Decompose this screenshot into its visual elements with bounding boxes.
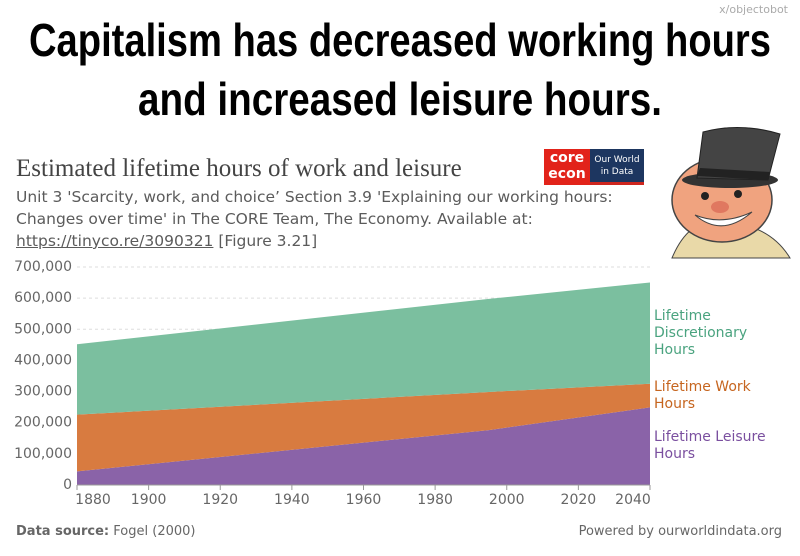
logo-text: econ	[548, 166, 585, 182]
subtitle-link[interactable]: https://tinyco.re/3090321	[16, 232, 214, 250]
logo-text: in Data	[601, 167, 634, 177]
y-tick-label: 500,000	[14, 321, 72, 337]
x-tick-label: 1980	[417, 492, 453, 508]
y-tick-label: 100,000	[14, 446, 72, 462]
series-label: Lifetime Work Hours	[654, 378, 751, 412]
y-tick-label: 700,000	[14, 259, 72, 275]
y-tick-label: 600,000	[14, 290, 72, 306]
footer-source: Data source: Fogel (2000)	[16, 524, 195, 539]
headline: Capitalism has decreased working hours	[29, 14, 771, 66]
y-tick-label: 200,000	[14, 415, 72, 431]
y-tick-label: 300,000	[14, 384, 72, 400]
series-label: Lifetime Discretionary Hours	[654, 307, 748, 358]
x-tick-label: 2000	[489, 492, 525, 508]
x-tick-label: 2020	[561, 492, 597, 508]
series-label: Lifetime Leisure Hours	[654, 429, 766, 463]
logo-text: core	[550, 150, 584, 166]
logo-text: Our World	[594, 155, 639, 165]
subtitle: Unit 3 'Scarcity, work, and choice’ Sect…	[16, 186, 646, 252]
x-tick-label: 1880	[75, 492, 111, 508]
headline: and increased leisure hours.	[138, 73, 662, 125]
subtitle-text: [Figure 3.21]	[218, 232, 318, 250]
area	[77, 282, 650, 415]
x-tick-label: 1940	[274, 492, 310, 508]
core-logo	[544, 149, 590, 185]
y-tick-label: 0	[63, 477, 72, 493]
x-tick-label: 1920	[202, 492, 238, 508]
x-tick-label: 1900	[131, 492, 167, 508]
owid-logo-bar	[590, 182, 644, 185]
x-tick-label: 1960	[346, 492, 382, 508]
area	[77, 383, 650, 472]
watermark: x/objectobot	[719, 3, 789, 16]
x-tick-label: 2040	[615, 492, 651, 508]
cartoon	[671, 126, 791, 259]
chart-title: Estimated lifetime hours of work and lei…	[16, 155, 462, 182]
footer-powered: Powered by ourworldindata.org	[578, 524, 782, 539]
footer-text: Fogel (2000)	[113, 524, 196, 539]
y-tick-label: 400,000	[14, 352, 72, 368]
footer-label: Data source:	[16, 524, 110, 539]
subtitle-text: Unit 3 'Scarcity, work, and choice’ Sect…	[16, 188, 613, 228]
area	[77, 407, 650, 485]
owid-logo	[590, 149, 644, 185]
